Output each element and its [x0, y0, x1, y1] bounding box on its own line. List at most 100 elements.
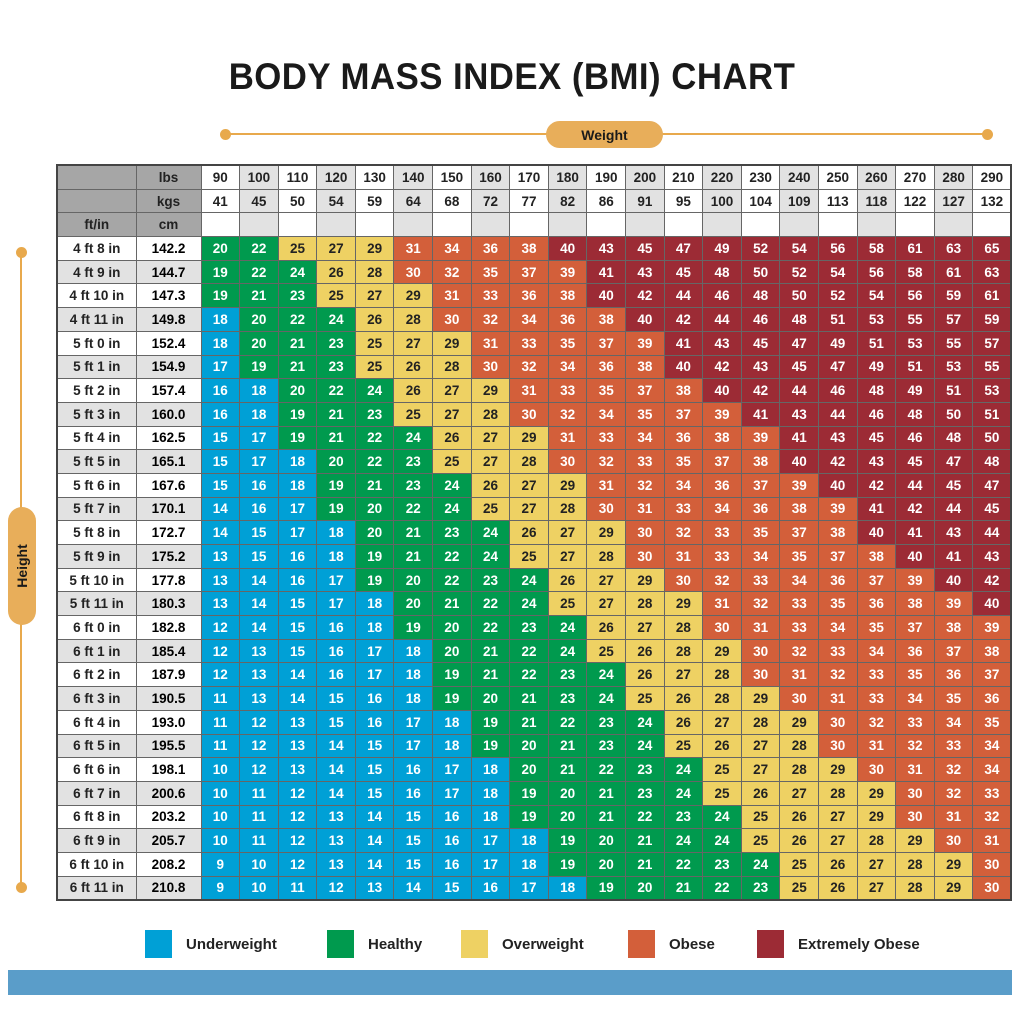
- bmi-cell: 16: [354, 686, 395, 711]
- bmi-cell: 13: [277, 709, 318, 735]
- bmi-cell: 23: [663, 804, 704, 830]
- bmi-cell: 21: [470, 662, 511, 688]
- bmi-cell: 50: [933, 401, 974, 427]
- bmi-cell: 33: [625, 449, 665, 474]
- bmi-cell: 29: [547, 472, 588, 498]
- bmi-cell: 51: [933, 378, 974, 403]
- bmi-cell: 11: [239, 780, 279, 806]
- kgs-value: 113: [818, 188, 858, 214]
- bmi-cell: 9: [200, 875, 241, 901]
- bmi-cell: 24: [470, 544, 511, 569]
- bmi-cell: 29: [625, 567, 665, 593]
- bmi-cell: 24: [663, 757, 704, 782]
- bmi-cell: 34: [740, 544, 781, 569]
- bmi-cell: 20: [509, 733, 549, 759]
- bmi-cell: 34: [663, 472, 704, 498]
- bmi-cell: 27: [547, 544, 588, 569]
- bmi-cell: 15: [277, 615, 318, 640]
- bmi-cell: 35: [895, 662, 935, 688]
- bmi-cell: 19: [277, 425, 318, 451]
- bmi-cell: 27: [586, 567, 627, 593]
- bmi-cell: 30: [432, 307, 472, 332]
- height-cm: 208.2: [135, 851, 202, 877]
- empty-header-cell: [586, 212, 627, 238]
- bmi-cell: 37: [702, 449, 742, 474]
- bmi-cell: 41: [933, 544, 974, 569]
- bmi-cell: 21: [432, 591, 472, 617]
- bmi-cell: 27: [432, 378, 472, 403]
- bmi-cell: 17: [432, 780, 472, 806]
- height-cm: 180.3: [135, 591, 202, 617]
- bmi-row: 6 ft 8 in 203.2 10 11 12 13 14 15 16 18 19 20 21 22 23…: [56, 804, 1012, 830]
- bmi-cell: 61: [972, 283, 1012, 309]
- bmi-cell: 25: [663, 733, 704, 759]
- bmi-cell: 32: [547, 401, 588, 427]
- bmi-cell: 38: [933, 615, 974, 640]
- bmi-cell: 39: [818, 496, 858, 522]
- bmi-cell: 32: [933, 780, 974, 806]
- bmi-cell: 26: [625, 638, 665, 664]
- bmi-cell: 30: [818, 709, 858, 735]
- lbs-value: 270: [895, 164, 935, 190]
- bmi-row: 5 ft 5 in 165.1 15 17 18 20 22 23 25 27 28 30 32 33 35…: [56, 449, 1012, 474]
- bmi-cell: 34: [933, 709, 974, 735]
- weight-axis-start-dot: [220, 129, 231, 140]
- bmi-cell: 42: [856, 472, 897, 498]
- bmi-cell: 12: [277, 804, 318, 830]
- bmi-cell: 14: [316, 780, 356, 806]
- bmi-cell: 17: [277, 496, 318, 522]
- height-cm: 205.7: [135, 828, 202, 853]
- bmi-cell: 45: [895, 449, 935, 474]
- bmi-cell: 20: [625, 875, 665, 901]
- bmi-cell: 23: [702, 851, 742, 877]
- bmi-cell: 36: [818, 567, 858, 593]
- bmi-cell: 15: [200, 472, 241, 498]
- bmi-cell: 31: [663, 544, 704, 569]
- bmi-cell: 61: [933, 259, 974, 285]
- bmi-cell: 41: [779, 425, 819, 451]
- bmi-cell: 15: [393, 804, 434, 830]
- bmi-cell: 33: [509, 330, 549, 356]
- bmi-cell: 24: [509, 591, 549, 617]
- lbs-value: 230: [740, 164, 781, 190]
- lbs-value: 220: [702, 164, 742, 190]
- kgs-value: 41: [200, 188, 241, 214]
- bmi-cell: 26: [818, 875, 858, 901]
- bmi-cell: 22: [509, 662, 549, 688]
- ftin-label: ft/in: [56, 212, 137, 238]
- bmi-cell: 21: [509, 686, 549, 711]
- bmi-cell: 53: [856, 307, 897, 332]
- height-ftin: 5 ft 7 in: [56, 496, 137, 522]
- bmi-cell: 30: [393, 259, 434, 285]
- bmi-cell: 19: [586, 875, 627, 901]
- bmi-cell: 39: [895, 567, 935, 593]
- bmi-cell: 34: [972, 733, 1012, 759]
- bmi-cell: 35: [779, 544, 819, 569]
- legend-item: Extremely Obese: [757, 930, 920, 958]
- bmi-row: 6 ft 9 in 205.7 10 11 12 13 14 15 16 17 18 19 20 21 24…: [56, 828, 1012, 853]
- bmi-cell: 15: [354, 733, 395, 759]
- bmi-cell: 32: [856, 709, 897, 735]
- bmi-cell: 26: [625, 662, 665, 688]
- bmi-cell: 33: [895, 709, 935, 735]
- height-ftin: 6 ft 4 in: [56, 709, 137, 735]
- bmi-cell: 34: [702, 496, 742, 522]
- bmi-cell: 12: [200, 615, 241, 640]
- bmi-cell: 33: [470, 283, 511, 309]
- bmi-cell: 22: [354, 425, 395, 451]
- bmi-cell: 26: [818, 851, 858, 877]
- bmi-cell: 56: [818, 236, 858, 261]
- bmi-cell: 25: [277, 236, 318, 261]
- bmi-cell: 21: [509, 709, 549, 735]
- bmi-cell: 32: [470, 307, 511, 332]
- bmi-cell: 37: [856, 567, 897, 593]
- kgs-value: 59: [354, 188, 395, 214]
- bmi-cell: 18: [470, 804, 511, 830]
- bmi-cell: 28: [818, 780, 858, 806]
- bmi-cell: 30: [972, 875, 1012, 901]
- bmi-cell: 41: [856, 496, 897, 522]
- bmi-cell: 26: [779, 804, 819, 830]
- bmi-row: 6 ft 7 in 200.6 10 11 12 14 15 16 17 18 19 20 21 23 24…: [56, 780, 1012, 806]
- empty-header-cell: [509, 212, 549, 238]
- footer-bar: [8, 970, 1012, 995]
